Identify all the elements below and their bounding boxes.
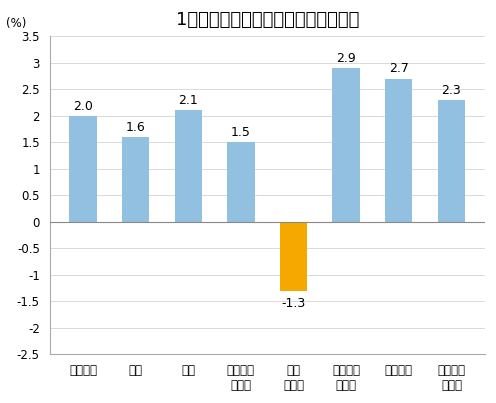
Text: 2.3: 2.3 bbox=[441, 84, 461, 97]
Text: 2.1: 2.1 bbox=[179, 94, 198, 107]
Title: 1月份居民消费价格分类别同比涨跌幅: 1月份居民消费价格分类别同比涨跌幅 bbox=[176, 11, 359, 29]
Bar bbox=[385, 79, 413, 222]
Text: 2.9: 2.9 bbox=[336, 52, 356, 65]
Bar bbox=[69, 116, 97, 222]
Text: (%): (%) bbox=[6, 17, 26, 30]
Bar bbox=[438, 100, 465, 222]
Text: 1.6: 1.6 bbox=[126, 121, 145, 134]
Text: 2.0: 2.0 bbox=[73, 100, 93, 112]
Text: -1.3: -1.3 bbox=[281, 297, 306, 310]
Bar bbox=[280, 222, 307, 291]
Bar bbox=[332, 68, 360, 222]
Bar bbox=[122, 137, 149, 222]
Text: 1.5: 1.5 bbox=[231, 126, 251, 139]
Text: 2.7: 2.7 bbox=[389, 62, 409, 75]
Bar bbox=[175, 110, 202, 222]
Bar bbox=[227, 142, 254, 222]
